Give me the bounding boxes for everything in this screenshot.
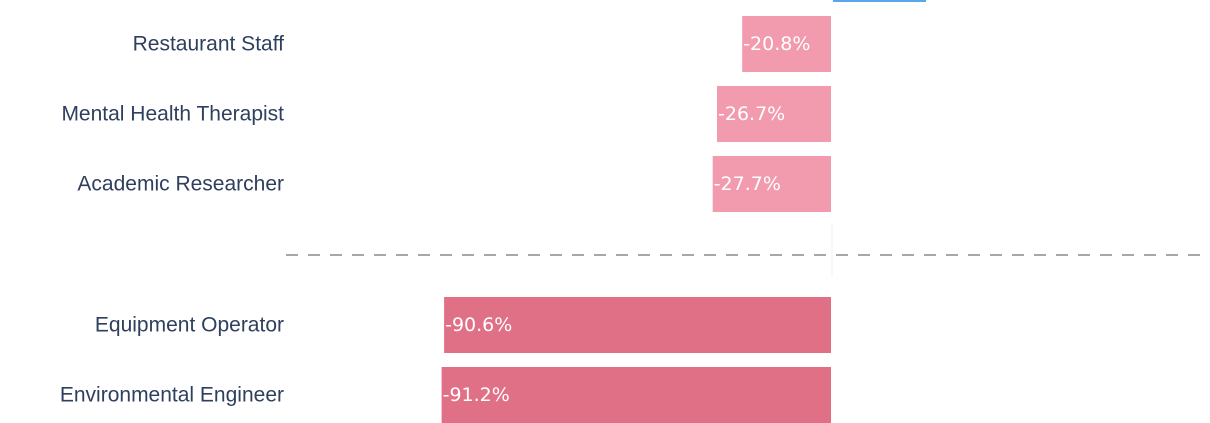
value-label-equipment-operator: -90.6% bbox=[445, 314, 512, 336]
category-label-mental-health-therapist: Mental Health Therapist bbox=[61, 103, 284, 126]
category-label-environmental-engineer: Environmental Engineer bbox=[60, 384, 284, 407]
category-label-equipment-operator: Equipment Operator bbox=[95, 314, 284, 337]
bar-restaurant-staff bbox=[742, 16, 831, 72]
bar-environmental-engineer bbox=[441, 367, 831, 423]
category-label-restaurant-staff: Restaurant Staff bbox=[133, 33, 285, 56]
value-label-environmental-engineer: -91.2% bbox=[443, 384, 510, 406]
value-label-restaurant-staff: -20.8% bbox=[743, 33, 810, 55]
category-labels: Restaurant Staff Mental Health Therapist A… bbox=[60, 33, 284, 407]
category-label-academic-researcher: Academic Researcher bbox=[77, 173, 284, 196]
bar-mental-health-therapist bbox=[717, 86, 831, 142]
value-label-mental-health-therapist: -26.7% bbox=[718, 103, 785, 125]
bar-equipment-operator bbox=[444, 297, 831, 353]
bars-layer bbox=[441, 16, 831, 423]
bar-academic-researcher bbox=[712, 156, 831, 212]
value-labels: -20.8% -26.7% -27.7% -90.6% -91.2% bbox=[443, 33, 811, 406]
value-label-academic-researcher: -27.7% bbox=[714, 173, 781, 195]
